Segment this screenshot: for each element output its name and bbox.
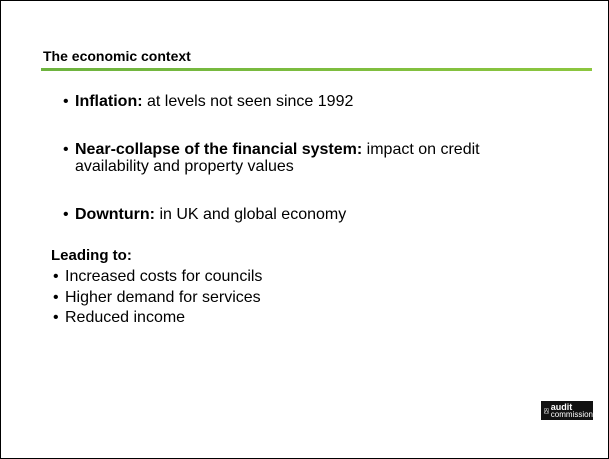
bullet-text: in UK and global economy [159,206,347,223]
bullet-text: at levels not seen since 1992 [147,93,354,110]
title-rule [41,68,592,71]
bullet: Inflation: at levels not seen since 1992 [63,93,553,110]
logo-line: audit [550,401,573,412]
item-list: Increased costs for councils Higher dema… [53,267,262,329]
logo: audit commission [541,401,593,420]
list-item: Higher demand for services [53,288,262,309]
slide-title: The economic context [43,48,191,64]
bullet-text: impact on credit availability and proper… [75,141,480,175]
section-heading: Leading to: [51,247,132,264]
logo-text: audit commission [550,401,593,419]
bullet-label: Near-collapse of the financial system: [75,141,363,158]
bullet: Downturn: in UK and global economy [63,206,553,223]
logo-icon [544,408,549,413]
bullet-label: Downturn: [75,206,155,223]
bullet-label: Inflation: [75,93,143,110]
list-item: Increased costs for councils [53,267,262,288]
bullet-list: Inflation: at levels not seen since 1992… [63,93,553,254]
bullet: Near-collapse of the financial system: i… [63,141,553,175]
list-item: Reduced income [53,308,262,329]
logo-line: commission [550,409,593,419]
